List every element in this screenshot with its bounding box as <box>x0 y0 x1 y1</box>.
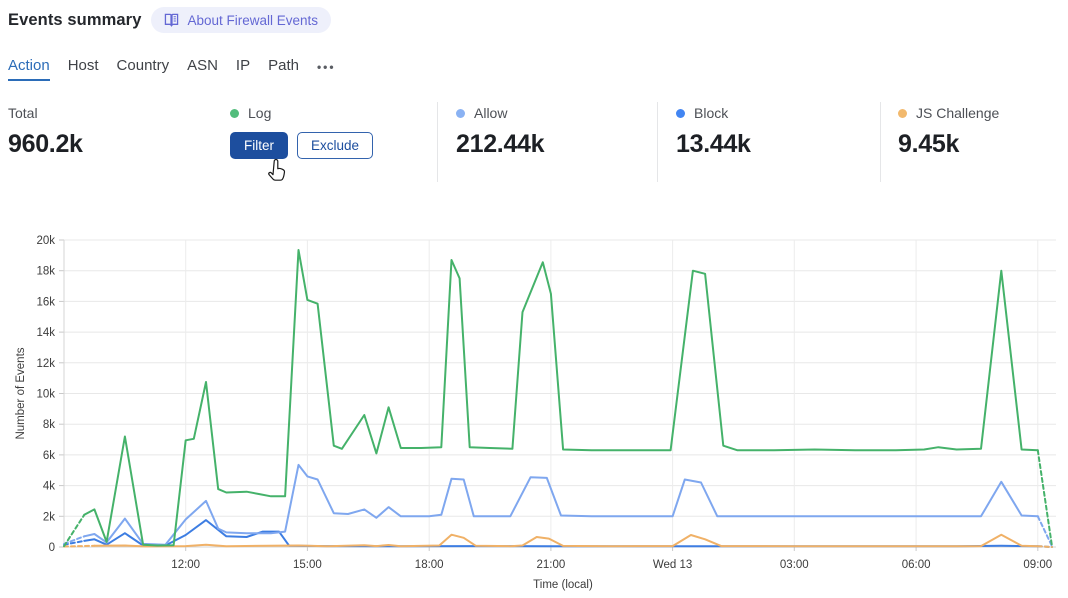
svg-text:12k: 12k <box>36 358 55 370</box>
stat-block-label: Block <box>694 105 729 121</box>
badge-label: About Firewall Events <box>187 12 319 28</box>
stat-block-value: 13.44k <box>676 130 751 158</box>
book-icon <box>165 13 179 27</box>
svg-text:20k: 20k <box>36 235 55 247</box>
tab-country[interactable]: Country <box>116 57 170 74</box>
svg-text:0: 0 <box>49 542 55 554</box>
stat-total-label: Total <box>8 105 38 121</box>
stat-allow: Allow 212.44k <box>456 105 545 159</box>
svg-text:14k: 14k <box>36 327 55 339</box>
svg-text:21:00: 21:00 <box>537 559 566 571</box>
tab-path[interactable]: Path <box>268 57 299 74</box>
about-firewall-events-badge[interactable]: About Firewall Events <box>151 7 332 33</box>
page-title: Events summary <box>8 10 142 29</box>
svg-text:8k: 8k <box>43 419 55 431</box>
stat-total: Total 960.2k <box>8 105 83 159</box>
stat-allow-value: 212.44k <box>456 130 545 158</box>
stat-js-challenge-label: JS Challenge <box>916 105 1000 121</box>
stat-log: Log Filter Exclude <box>230 105 374 159</box>
tab-action[interactable]: Action <box>8 57 50 81</box>
svg-text:Time (local): Time (local) <box>533 579 593 591</box>
stat-allow-label: Allow <box>474 105 508 121</box>
svg-text:6k: 6k <box>43 450 55 462</box>
stat-log-label: Log <box>248 105 272 121</box>
svg-text:15:00: 15:00 <box>293 559 322 571</box>
stat-divider <box>657 102 658 182</box>
tab-asn[interactable]: ASN <box>187 57 218 74</box>
stat-block: Block 13.44k <box>676 105 751 159</box>
svg-text:2k: 2k <box>43 511 55 523</box>
stat-js-challenge: JS Challenge 9.45k <box>898 105 999 159</box>
svg-text:03:00: 03:00 <box>780 559 809 571</box>
header: Events summary About Firewall Events <box>8 7 332 33</box>
svg-text:10k: 10k <box>36 389 55 401</box>
more-tabs-button[interactable]: ••• <box>316 60 336 74</box>
stat-js-challenge-value: 9.45k <box>898 130 960 158</box>
svg-text:Number of Events: Number of Events <box>15 347 27 439</box>
tab-host[interactable]: Host <box>67 57 99 74</box>
svg-text:18:00: 18:00 <box>415 559 444 571</box>
filter-button[interactable]: Filter <box>230 132 288 159</box>
js-challenge-legend-dot <box>898 108 907 118</box>
block-legend-dot <box>676 108 685 118</box>
svg-text:12:00: 12:00 <box>171 559 200 571</box>
svg-text:16k: 16k <box>36 296 55 308</box>
tab-ip[interactable]: IP <box>235 57 251 74</box>
svg-text:18k: 18k <box>36 266 55 278</box>
stat-divider <box>437 102 438 182</box>
log-legend-dot <box>230 108 239 118</box>
exclude-button[interactable]: Exclude <box>297 132 374 159</box>
stat-total-value: 960.2k <box>8 130 83 158</box>
svg-text:09:00: 09:00 <box>1023 559 1052 571</box>
svg-text:Wed 13: Wed 13 <box>653 559 692 571</box>
stat-divider <box>880 102 881 182</box>
svg-text:4k: 4k <box>43 481 55 493</box>
svg-text:06:00: 06:00 <box>902 559 931 571</box>
tab-bar: Action Host Country ASN IP Path ••• <box>8 57 336 81</box>
allow-legend-dot <box>456 108 465 118</box>
